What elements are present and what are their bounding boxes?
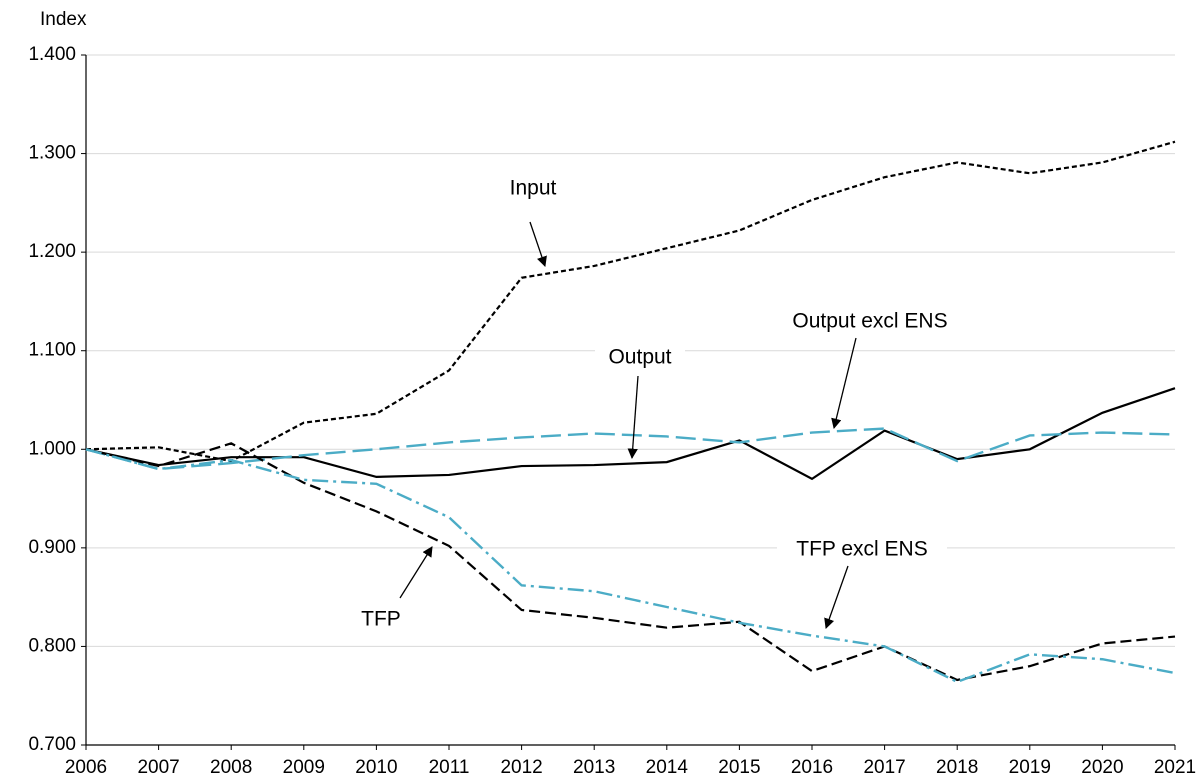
series-annotation: Output excl ENS [792,310,947,333]
label-background [595,344,685,372]
series-annotation: Input [510,177,557,200]
series-line [85,140,1176,463]
label-background [777,536,947,564]
y-tick-label: 1.100 [28,340,76,361]
x-tick-label: 2006 [65,757,107,778]
x-tick-label: 2016 [791,757,833,778]
x-tick-label: 2020 [1081,757,1123,778]
series-annotation: TFP [361,608,401,631]
series-annotation: Output [608,346,671,369]
y-tick-label: 0.900 [28,537,76,558]
label-background [498,175,568,203]
annotation-arrow [529,221,547,267]
x-tick-label: 2015 [718,757,760,778]
x-tick-label: 2007 [137,757,179,778]
x-tick-label: 2011 [429,757,470,778]
y-tick-label: 1.400 [28,44,76,65]
series-line [85,448,1176,684]
x-tick-label: 2013 [573,757,615,778]
series-line [85,387,1176,481]
annotation-arrow [627,375,639,460]
annotation-arrow [831,337,857,430]
x-tick-label: 2017 [863,757,905,778]
y-axis-title: Index [40,9,87,30]
x-tick-label: 2021 [1154,757,1196,778]
y-tick-label: 1.300 [28,143,76,164]
annotation-arrow [824,565,849,629]
x-tick-label: 2012 [500,757,542,778]
series-annotation: TFP excl ENS [796,538,927,561]
x-tick-label: 2008 [210,757,252,778]
x-tick-label: 2009 [283,757,325,778]
label-background [775,308,965,336]
annotation-arrow [399,546,433,599]
label-background [353,606,409,634]
y-tick-label: 1.000 [28,438,76,459]
series-line [85,442,1176,682]
y-tick-label: 0.800 [28,635,76,656]
y-tick-label: 0.700 [28,734,76,755]
x-tick-label: 2018 [936,757,978,778]
x-tick-label: 2014 [646,757,689,778]
x-tick-label: 2010 [355,757,397,778]
series-line [85,427,1176,471]
x-tick-label: 2019 [1009,757,1051,778]
y-tick-label: 1.200 [28,241,76,262]
